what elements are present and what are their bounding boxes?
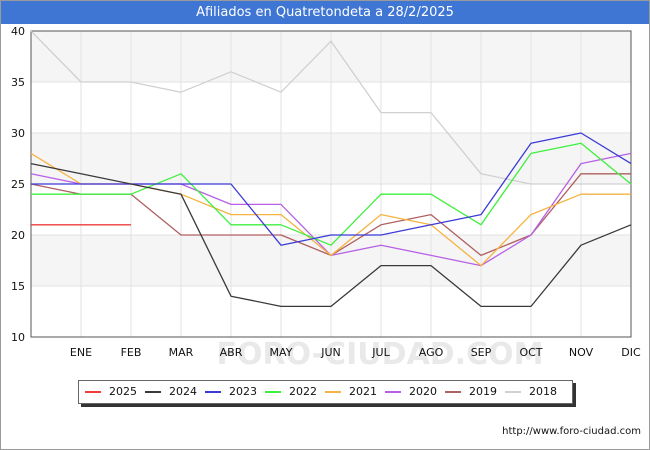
x-tick-label: FEB [121, 346, 142, 359]
y-axis-ticks: 10 15 20 25 30 35 40 [11, 25, 25, 344]
x-tick-label: DIC [621, 346, 641, 359]
y-tick-label: 10 [11, 331, 25, 344]
chart-title: Afiliados en Quatretondeta a 28/2/2025 [1, 1, 649, 24]
legend-label: 2019 [469, 385, 497, 398]
y-tick-label: 35 [11, 76, 25, 89]
x-axis-ticks: ENE FEB MAR ABR MAY JUN JUL AGO SEP OCT NOV DIC [70, 346, 641, 359]
legend-label: 2020 [409, 385, 437, 398]
legend-swatch [205, 391, 221, 393]
x-tick-label: JUN [320, 346, 341, 359]
legend-swatch [145, 391, 161, 393]
x-tick-label: MAY [270, 346, 293, 359]
x-tick-label: SEP [471, 346, 492, 359]
x-tick-label: AGO [419, 346, 444, 359]
legend-swatch [325, 391, 341, 393]
legend-swatch [505, 391, 521, 393]
series-line-2022 [31, 142, 632, 246]
source-url: http://www.foro-ciudad.com [502, 426, 641, 437]
y-tick-label: 40 [11, 25, 25, 38]
x-tick-label: ENE [70, 346, 92, 359]
legend-swatch [385, 391, 401, 393]
legend-swatch [445, 391, 461, 393]
x-tick-label: JUL [371, 346, 390, 359]
watermark: FORO-CIUDAD.COM [217, 337, 544, 372]
x-tick-label: MAR [169, 346, 194, 359]
series-lines [30, 30, 632, 308]
x-tick-label: ABR [220, 346, 243, 359]
legend-swatch [265, 391, 281, 393]
legend-label: 2021 [349, 385, 377, 398]
series-line-2024 [30, 162, 632, 308]
x-tick-label: NOV [569, 346, 594, 359]
y-tick-label: 30 [11, 127, 25, 140]
x-tick-label: OCT [519, 346, 542, 359]
y-tick-label: 15 [11, 280, 25, 293]
series-line-2018 [30, 30, 631, 185]
legend: 2025 2024 2023 2022 2021 2020 2019 2018 [78, 380, 573, 404]
legend-label: 2018 [529, 385, 557, 398]
legend-swatch [85, 391, 101, 393]
legend-label: 2022 [289, 385, 317, 398]
y-tick-label: 20 [11, 229, 25, 242]
legend-label: 2025 [109, 385, 137, 398]
legend-label: 2023 [229, 385, 257, 398]
y-tick-label: 25 [11, 178, 25, 191]
legend-label: 2024 [169, 385, 197, 398]
